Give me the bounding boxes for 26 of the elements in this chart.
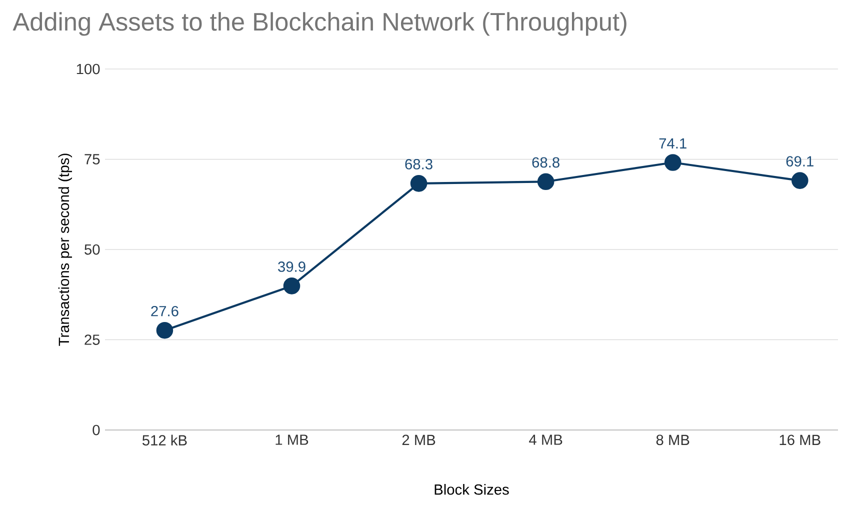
data-label: 74.1 [659,138,686,148]
point [664,154,682,171]
point [283,278,300,294]
y-tick-label: 50 [84,244,100,255]
point [410,175,428,192]
x-tick-label: 16 MB [780,434,820,446]
data-label: 68.8 [532,157,560,168]
x-tick-label: 8 MB [656,434,690,446]
data-label: 27.6 [151,306,178,316]
y-tick-label: 0 [92,424,100,436]
y-tick-label: 25 [84,334,100,345]
y-axis-title: Transactions per second (tps) [58,154,72,346]
point [537,173,554,190]
y-tick-label: 75 [84,154,100,164]
y-tick-label: 100 [76,64,100,74]
point [156,322,174,339]
x-tick-label: 1 MB [276,434,308,445]
chart-title: Adding Assets to the Blockchain Network (Throughput) [12,12,626,36]
x-tick-label: 4 MB [529,434,562,445]
data-label: 39.9 [278,262,306,272]
data-label: 68.3 [405,159,432,170]
point [791,172,808,189]
x-axis-title: Block Sizes [434,484,509,495]
x-tick-label: 2 MB [402,434,436,445]
data-label: 69.1 [786,156,814,167]
x-tick-label: 512 kB [142,434,187,446]
